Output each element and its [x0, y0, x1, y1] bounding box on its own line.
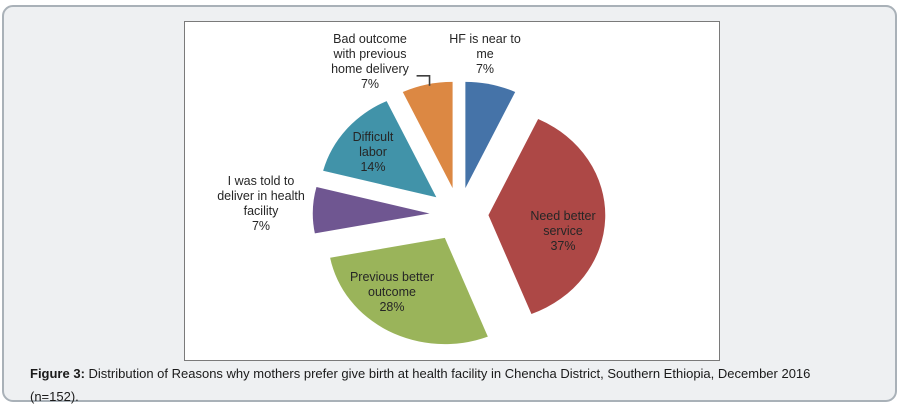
pie-slice-label-bad-outcome-with-previous-home-delivery: Bad outcome with previous home delivery … [331, 32, 409, 91]
figure-container: HF is near to me 7% Need better service 3… [2, 5, 897, 404]
figure-caption-line2: (n=152). [30, 389, 79, 404]
figure-caption-text: Distribution of Reasons why mothers pref… [88, 366, 811, 381]
pie-slice-previous-better-outcome [330, 237, 488, 345]
pie-chart-area: HF is near to me 7% Need better service 3… [184, 21, 720, 361]
figure-caption: Figure 3: Distribution of Reasons why mo… [30, 362, 892, 408]
pie-slice-label-i-was-told-to-deliver-in-health-facility: I was told to deliver in health facility… [217, 174, 305, 233]
pie-slice-bad-outcome-with-previous-home-delivery [402, 81, 453, 189]
pie-slice-hf-is-near-to-me [465, 81, 516, 189]
pie-chart [312, 75, 606, 345]
figure-caption-line1: Figure 3: Distribution of Reasons why mo… [30, 362, 892, 385]
figure-caption-number: Figure 3: [30, 366, 85, 381]
pie-slice-difficult-labor [323, 101, 437, 198]
pie-slice-need-better-service [488, 119, 606, 315]
pie-slice-label-previous-better-outcome: Previous better outcome 28% [349, 270, 435, 314]
pie-slice-label-hf-is-near-to-me: HF is near to me 7% [449, 32, 521, 76]
pie-slice-label-need-better-service: Need better service 37% [530, 209, 596, 253]
label-leader-line [416, 75, 431, 86]
pie-slice-label-difficult-labor: Difficult labor 14% [352, 130, 394, 174]
pie-slice-i-was-told-to-deliver-in-health-facility [312, 187, 430, 234]
